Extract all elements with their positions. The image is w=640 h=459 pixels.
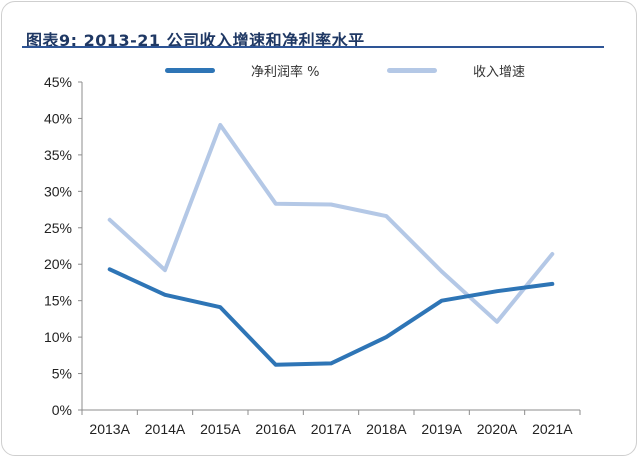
x-tick-label: 2019A (421, 421, 462, 437)
data-point-net-margin (550, 282, 554, 286)
data-point-net-margin (329, 361, 333, 365)
y-tick-label: 35% (44, 147, 72, 163)
y-tick-label: 20% (44, 256, 72, 272)
legend-swatch-net-margin (165, 67, 215, 73)
y-tick-label: 10% (44, 329, 72, 345)
data-point-revenue-growth (495, 320, 499, 324)
data-point-net-margin (218, 305, 222, 309)
y-tick-label: 25% (44, 220, 72, 236)
x-tick-label: 2020A (477, 421, 518, 437)
data-point-net-margin (274, 363, 278, 367)
chart-title: 图表9: 2013-21 公司收入增速和净利率水平 (26, 31, 365, 50)
y-tick-label: 30% (44, 183, 72, 199)
data-point-net-margin (495, 289, 499, 293)
data-point-revenue-growth (550, 252, 554, 256)
x-tick-label: 2015A (200, 421, 241, 437)
data-point-revenue-growth (274, 202, 278, 206)
x-tick-label: 2021A (532, 421, 573, 437)
data-point-net-margin (163, 293, 167, 297)
y-tick-label: 45% (44, 74, 72, 90)
x-tick-label: 2016A (255, 421, 296, 437)
data-point-revenue-growth (384, 214, 388, 218)
data-point-revenue-growth (163, 268, 167, 272)
data-point-net-margin (108, 267, 112, 271)
x-tick-label: 2014A (145, 421, 186, 437)
y-tick-label: 0% (52, 402, 72, 418)
legend-item-revenue-growth: 收入增速 (387, 60, 525, 80)
legend-item-net-margin: 净利润率 % (165, 60, 320, 80)
y-tick-label: 40% (44, 110, 72, 126)
x-tick-label: 2013A (89, 421, 130, 437)
x-tick-label: 2018A (366, 421, 407, 437)
series-line-net-margin (107, 267, 555, 367)
series-line-revenue-growth (107, 123, 555, 324)
legend-swatch-revenue-growth (387, 67, 437, 73)
legend-label-net-margin: 净利润率 % (251, 64, 320, 80)
y-tick-label: 15% (44, 293, 72, 309)
data-point-revenue-growth (329, 202, 333, 206)
data-point-revenue-growth (440, 270, 444, 274)
data-point-net-margin (384, 335, 388, 339)
data-point-revenue-growth (218, 123, 222, 127)
x-tick-label: 2017A (311, 421, 352, 437)
data-point-revenue-growth (108, 218, 112, 222)
data-point-net-margin (440, 299, 444, 303)
legend-label-revenue-growth: 收入增速 (473, 64, 526, 80)
y-tick-label: 5% (52, 366, 72, 382)
title-underline (22, 46, 604, 48)
